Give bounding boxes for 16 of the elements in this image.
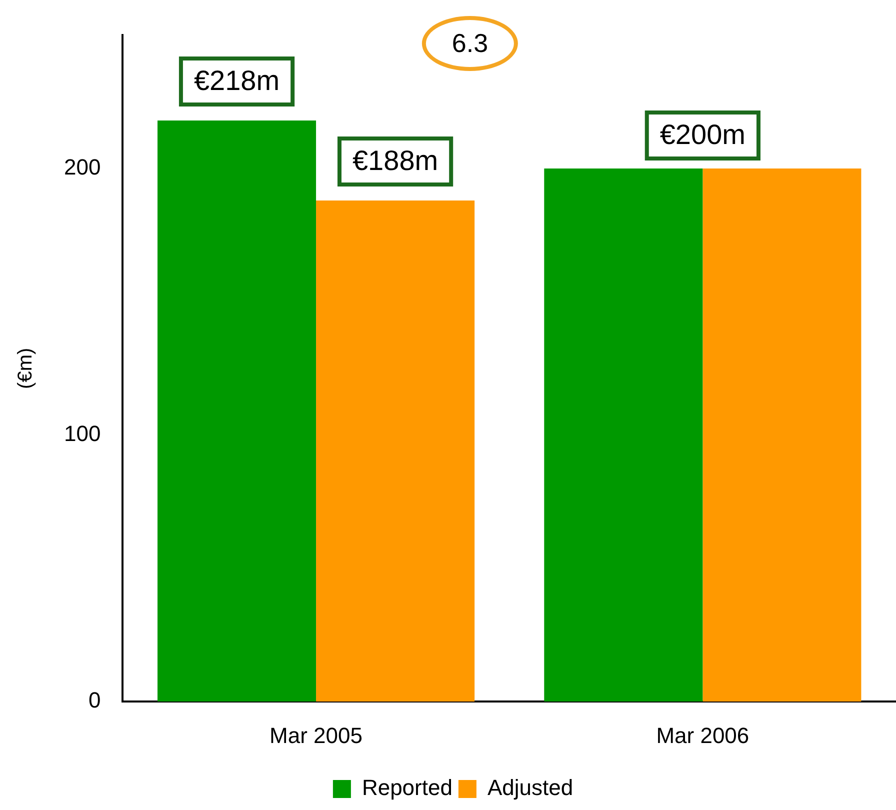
x-tick-label: Mar 2006 (656, 722, 750, 748)
y-tick-label: 100 (64, 421, 101, 446)
bar (544, 168, 703, 702)
y-tick-label: 0 (88, 688, 101, 713)
bar (158, 120, 316, 702)
annotation: 6.3 (422, 16, 518, 71)
y-tick-label: 200 (64, 154, 101, 180)
data-label: €218m (194, 65, 280, 96)
bar (702, 168, 862, 702)
annotation: €200m (660, 119, 746, 150)
legend-label: Reported (362, 775, 452, 800)
x-tick-label: Mar 2005 (270, 722, 363, 748)
bar (316, 200, 475, 702)
data-label: €188m (352, 145, 438, 176)
y-axis-title: (€m) (14, 348, 37, 389)
legend-label: Adjusted (487, 775, 574, 800)
